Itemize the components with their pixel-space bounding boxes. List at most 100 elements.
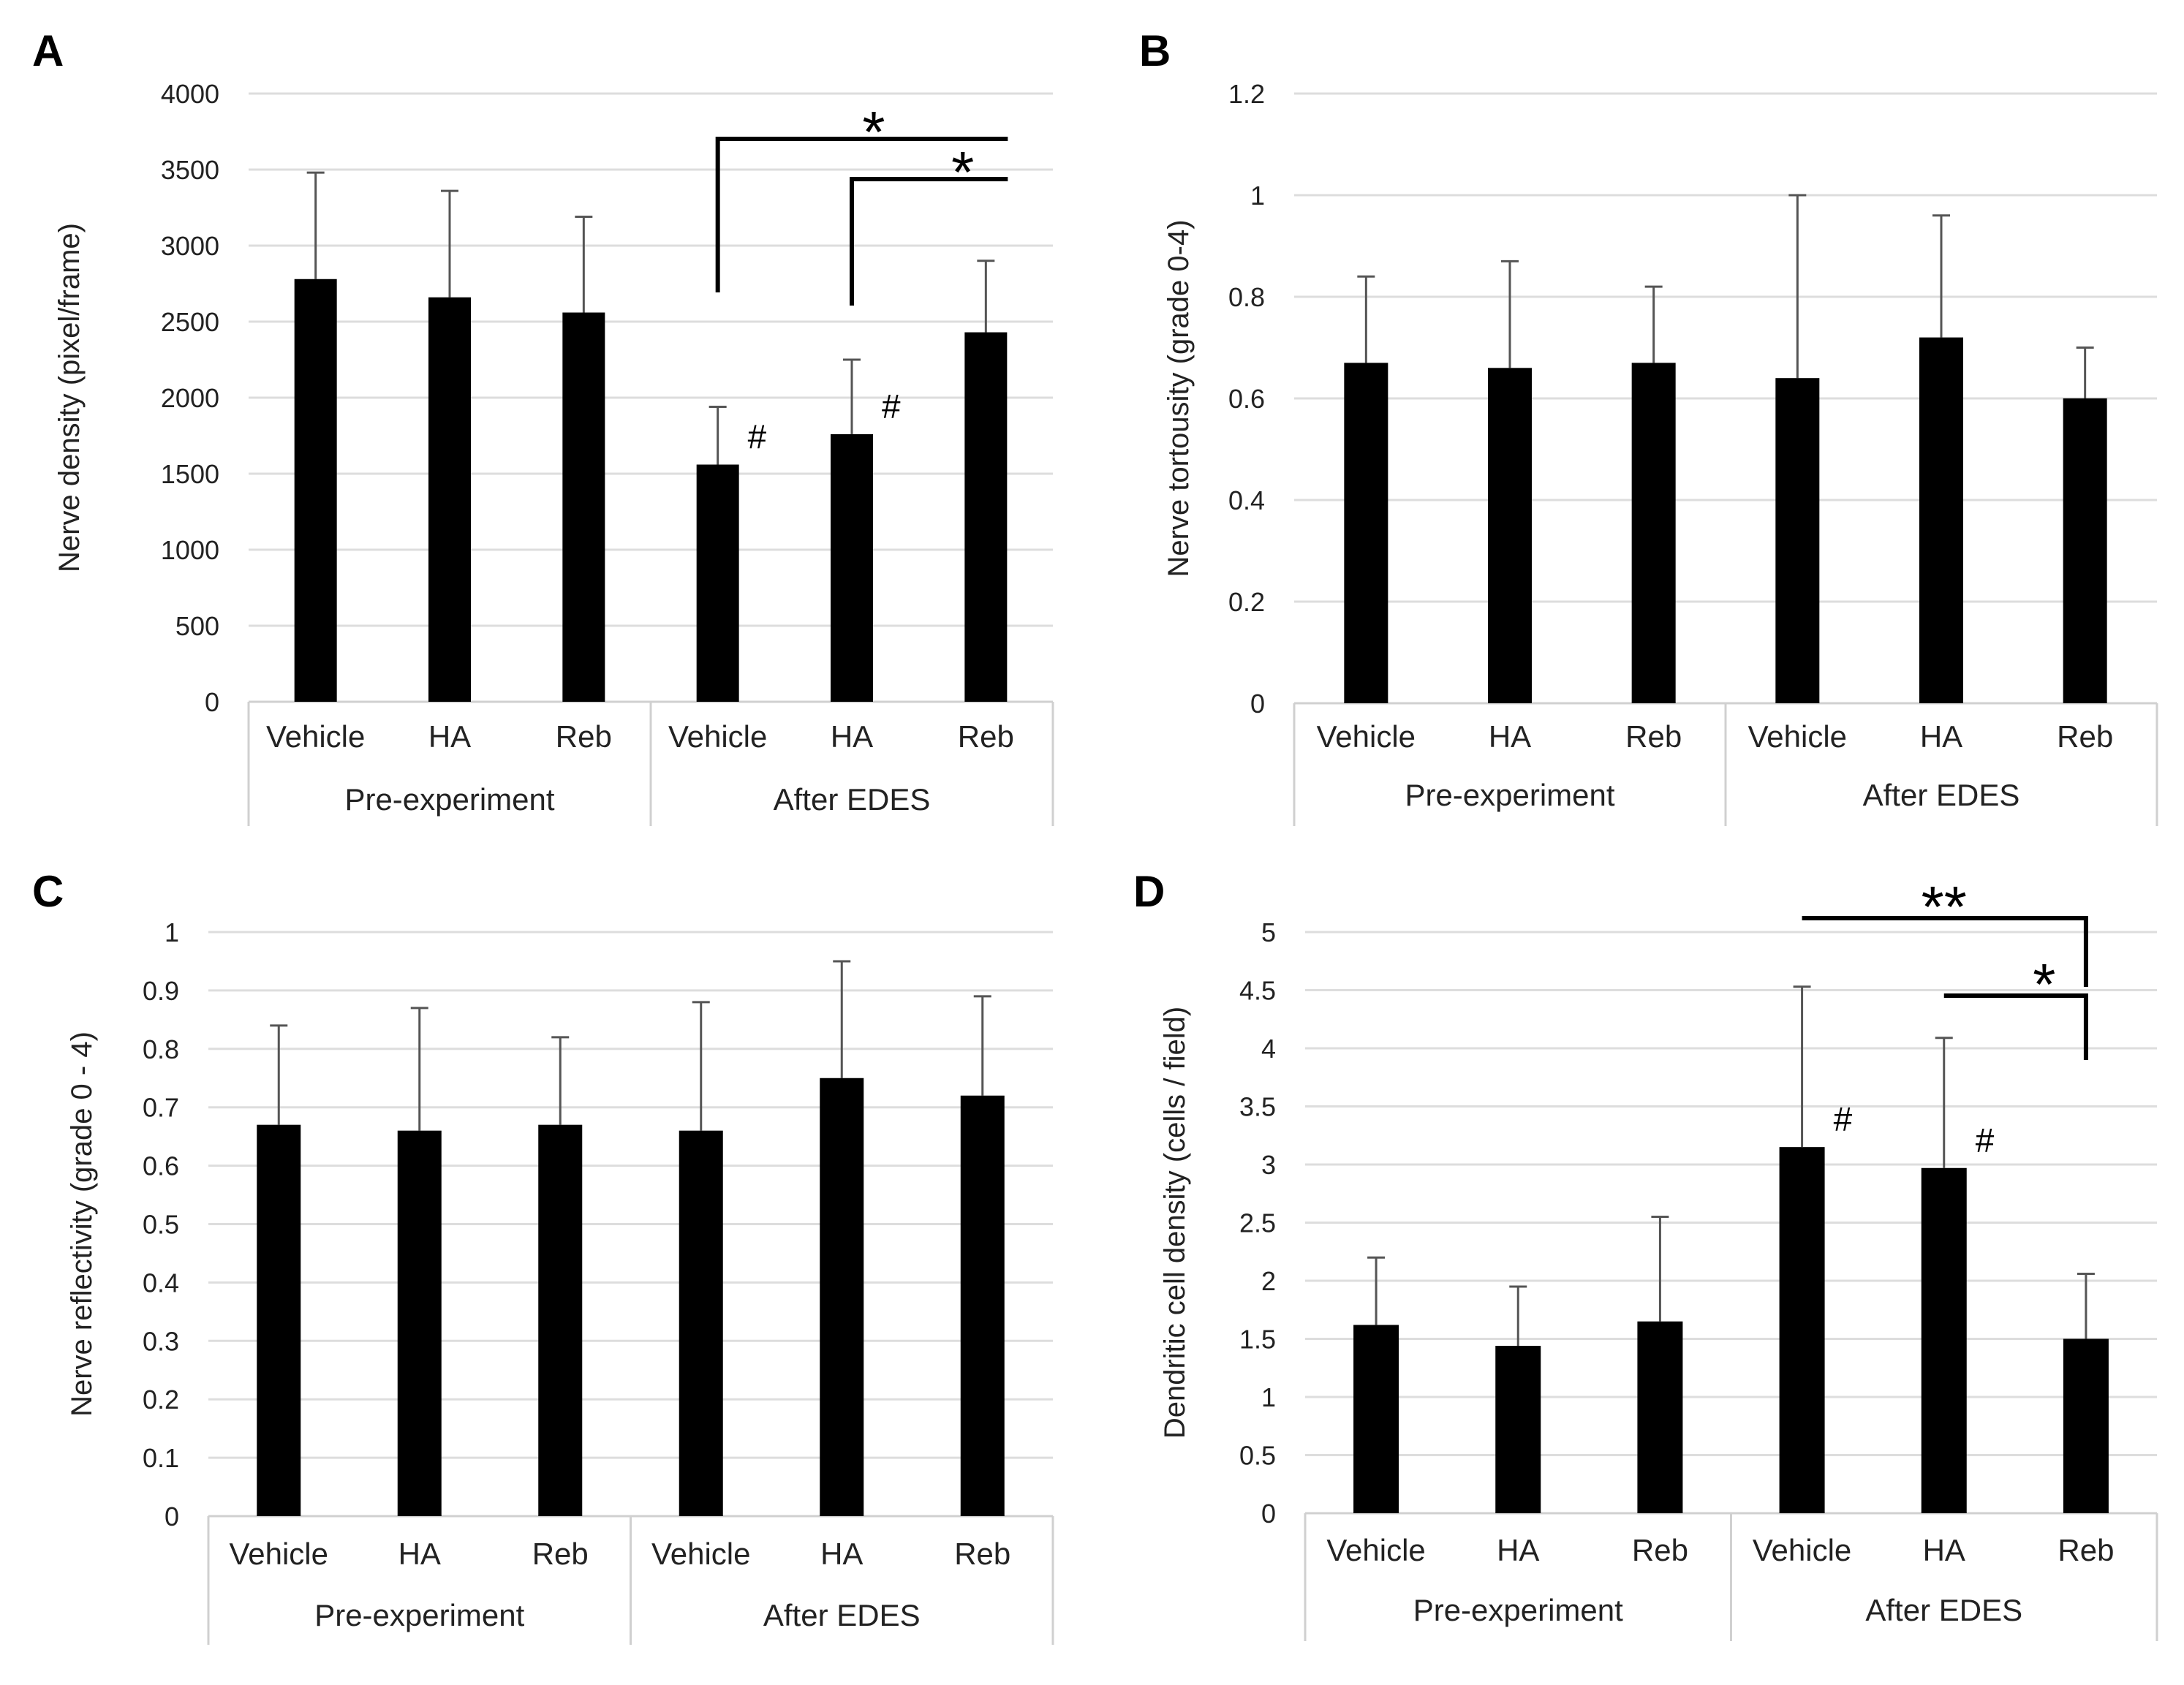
significance-asterisk: **	[1922, 874, 1967, 939]
bar	[1779, 1147, 1825, 1513]
x-category-label: Vehicle	[266, 719, 365, 754]
x-category-label: HA	[831, 719, 873, 754]
bar	[538, 1124, 583, 1516]
x-category-label: HA	[428, 719, 471, 754]
y-tick-label: 0.2	[143, 1385, 179, 1415]
bar	[2063, 398, 2107, 703]
y-tick-label: 0.9	[143, 976, 179, 1006]
y-tick-label: 0	[165, 1502, 179, 1531]
y-tick-label: 2	[1261, 1266, 1276, 1296]
bar	[1919, 337, 1963, 703]
x-group-label: After EDES	[763, 1598, 921, 1632]
y-tick-label: 1.2	[1228, 79, 1265, 109]
significance-hash: #	[1976, 1121, 1995, 1159]
x-category-label: HA	[398, 1537, 441, 1571]
bar	[257, 1124, 301, 1516]
y-tick-label: 3.5	[1239, 1092, 1276, 1122]
bar	[1921, 1167, 1967, 1513]
x-category-label: Reb	[2057, 719, 2113, 754]
x-category-label: Reb	[556, 719, 612, 754]
panel-label-a: A	[32, 26, 64, 75]
bar	[1631, 363, 1676, 703]
panel-label-c: C	[32, 867, 64, 916]
x-category-label: Reb	[2058, 1533, 2114, 1567]
y-tick-label: 0.4	[1228, 485, 1265, 515]
x-category-label: Vehicle	[668, 719, 767, 754]
chart-panel-c: C 0 0.1 0.2 0.3 0.4 0.5 0.6 0.7 0.8 0.9 1 Nerve refl…	[0, 841, 1089, 1685]
bar	[831, 433, 873, 702]
bar	[1637, 1321, 1683, 1513]
y-axis-label: Nerve density (pixel/frame)	[53, 223, 86, 572]
x-category-label: Vehicle	[1748, 719, 1847, 754]
bar	[562, 312, 605, 702]
significance-bracket	[1802, 916, 2088, 987]
significance-asterisk: *	[862, 99, 885, 164]
y-tick-label: 0	[205, 687, 219, 717]
chart-panel-d: D 0 0.5 1 1.5 2 2.5 3 3.5 4 4.5 5 Dendritic cell den…	[1089, 841, 2184, 1685]
y-tick-label: 1500	[161, 459, 219, 489]
x-category-label: Reb	[1625, 719, 1682, 754]
y-tick-label: 1.5	[1239, 1325, 1276, 1355]
significance-hash: #	[882, 387, 901, 425]
x-category-label: Reb	[958, 719, 1014, 754]
x-category-label: Vehicle	[1326, 1533, 1425, 1567]
panel-label-d: D	[1133, 867, 1165, 916]
y-tick-label: 0.4	[143, 1268, 179, 1298]
x-group-label: After EDES	[1863, 778, 2020, 812]
bar	[1344, 363, 1388, 703]
y-tick-label: 0.5	[1239, 1441, 1276, 1471]
bar	[397, 1130, 442, 1516]
significance-bracket	[715, 137, 1008, 292]
y-axis-label: Nerve tortousity (grade 0-4)	[1163, 219, 1195, 577]
x-group-label: Pre-experiment	[314, 1598, 524, 1632]
bar	[1488, 368, 1532, 703]
y-tick-label: 3	[1261, 1150, 1276, 1180]
y-tick-label: 0	[1250, 689, 1265, 719]
x-category-label: HA	[1489, 719, 1531, 754]
bar	[1353, 1325, 1399, 1513]
bar	[679, 1130, 723, 1516]
y-tick-label: 4000	[161, 79, 219, 109]
significance-bracket	[850, 177, 1008, 306]
y-axis-label: Nerve reflectivity (grade 0 - 4)	[66, 1031, 98, 1417]
y-tick-label: 0.7	[143, 1093, 179, 1123]
significance-hash: #	[1834, 1100, 1853, 1138]
chart-d-svg: D 0 0.5 1 1.5 2 2.5 3 3.5 4 4.5 5 Dendritic cell den…	[1133, 867, 2158, 1641]
x-category-label: Reb	[1632, 1533, 1688, 1567]
x-category-label: Reb	[532, 1537, 589, 1571]
y-tick-label: 5	[1261, 917, 1276, 947]
y-tick-label: 0.1	[143, 1443, 179, 1473]
x-group-label: After EDES	[774, 782, 931, 817]
y-tick-label: 500	[175, 611, 219, 641]
chart-panel-a: A 0 500 1000 1500 2000 2500 3000 3500 4000 Nerve d…	[0, 0, 1089, 841]
y-tick-label: 0.8	[143, 1034, 179, 1064]
y-tick-label: 1	[165, 917, 179, 947]
chart-a-svg: A 0 500 1000 1500 2000 2500 3000 3500 4000 Nerve d…	[32, 26, 1054, 826]
x-category-label: Vehicle	[1317, 719, 1416, 754]
y-tick-label: 2000	[161, 383, 219, 413]
y-tick-label: 1	[1261, 1382, 1276, 1412]
bar	[696, 464, 739, 702]
y-tick-label: 2.5	[1239, 1208, 1276, 1238]
x-category-label: Vehicle	[651, 1537, 750, 1571]
significance-asterisk: *	[2033, 952, 2055, 1017]
x-category-label: HA	[1920, 719, 1962, 754]
significance-bracket	[1943, 993, 2088, 1060]
bar	[964, 332, 1008, 702]
significance-hash: #	[748, 418, 767, 456]
x-category-label: Vehicle	[230, 1537, 328, 1571]
x-group-label: Pre-experiment	[344, 782, 554, 817]
x-group-label: After EDES	[1865, 1593, 2022, 1627]
chart-c-svg: C 0 0.1 0.2 0.3 0.4 0.5 0.6 0.7 0.8 0.9 1 Nerve refl…	[32, 867, 1054, 1645]
y-tick-label: 2500	[161, 307, 219, 337]
chart-panel-b: B 0 0.2 0.4 0.6 0.8 1 1.2 Nerve tortousity (grad…	[1089, 0, 2184, 841]
y-tick-label: 0.2	[1228, 587, 1265, 617]
bar	[1495, 1346, 1541, 1513]
chart-b-svg: B 0 0.2 0.4 0.6 0.8 1 1.2 Nerve tortousity (grad…	[1139, 26, 2158, 826]
y-axis-label: Dendritic cell density (cells / field)	[1159, 1007, 1191, 1439]
y-tick-label: 3000	[161, 231, 219, 261]
x-category-label: HA	[1923, 1533, 1965, 1567]
x-group-label: Pre-experiment	[1413, 1593, 1623, 1627]
x-category-label: Vehicle	[1753, 1533, 1851, 1567]
x-group-label: Pre-experiment	[1405, 778, 1614, 812]
